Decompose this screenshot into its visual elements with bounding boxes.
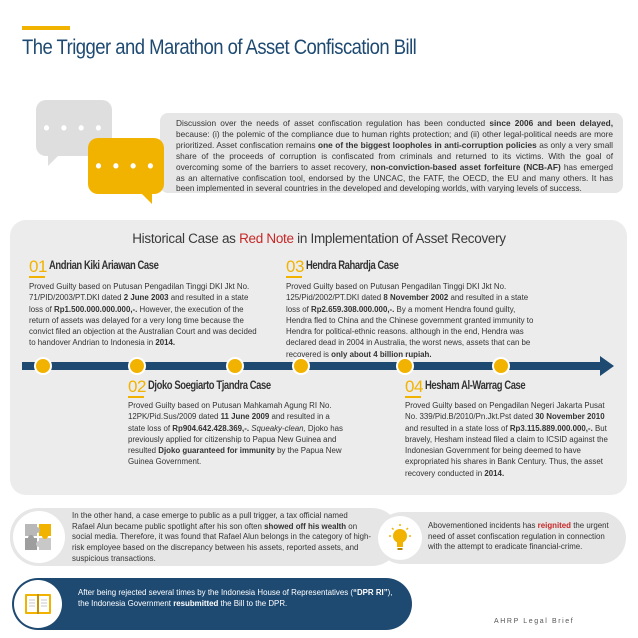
case-number: 01 (29, 257, 47, 276)
timeline-dot (492, 357, 510, 375)
title-accent-bar (22, 26, 70, 30)
speech-bubble-icon: • • • • (88, 138, 164, 204)
trigger-note-box (10, 508, 400, 566)
case-01: 01 Andrian Kiki Ariawan Case (29, 257, 159, 278)
case-number: 03 (286, 257, 304, 276)
cases-title: Historical Case as Red Note in Implement… (132, 231, 506, 246)
historical-cases-panel (10, 220, 627, 495)
case-02: 02 Djoko Soegiarto Tjandra Case (128, 377, 271, 398)
case-name: Djoko Soegiarto Tjandra Case (148, 380, 271, 392)
timeline-dot (34, 357, 52, 375)
speech-bubble-icon: • • • • (36, 100, 112, 166)
puzzle-icon (13, 511, 65, 563)
case-body: Proved Guilty based on Putusan Pengadila… (29, 282, 257, 348)
timeline-arrow (22, 362, 604, 370)
timeline-dot (128, 357, 146, 375)
case-03: 03 Hendra Rahardja Case (286, 257, 399, 278)
lightbulb-icon (378, 516, 422, 560)
footer-brand: AHRP Legal Brief (494, 618, 575, 625)
case-number: 02 (128, 377, 146, 396)
timeline-dot (396, 357, 414, 375)
open-book-icon (14, 580, 62, 628)
case-04: 04 Hesham Al-Warrag Case (405, 377, 526, 398)
trigger-note-text: In the other hand, a case emerge to publ… (72, 511, 371, 563)
case-name: Hendra Rahardja Case (306, 260, 399, 272)
timeline-dot (292, 357, 310, 375)
reignite-note-text: Abovementioned incidents has reignited t… (428, 521, 609, 552)
intro-text: Discussion over the needs of asset confi… (176, 118, 613, 194)
red-note-highlight: Red Note (239, 231, 294, 246)
case-body: Proved Guilty based on Putusan Pengadila… (286, 282, 534, 359)
page-title: The Trigger and Marathon of Asset Confis… (22, 36, 417, 59)
final-note-box (12, 578, 412, 630)
case-number: 04 (405, 377, 423, 396)
case-body: Proved Guilty based on Pengadilan Negeri… (405, 401, 608, 478)
case-name: Hesham Al-Warrag Case (425, 380, 526, 392)
timeline-arrowhead (600, 356, 614, 376)
final-note-text: After being rejected several times by th… (78, 588, 393, 608)
case-name: Andrian Kiki Ariawan Case (49, 260, 159, 272)
timeline-dot (226, 357, 244, 375)
intro-box: Discussion over the needs of asset confi… (160, 113, 623, 193)
case-body: Proved Guilty based on Putusan Mahkamah … (128, 401, 343, 467)
